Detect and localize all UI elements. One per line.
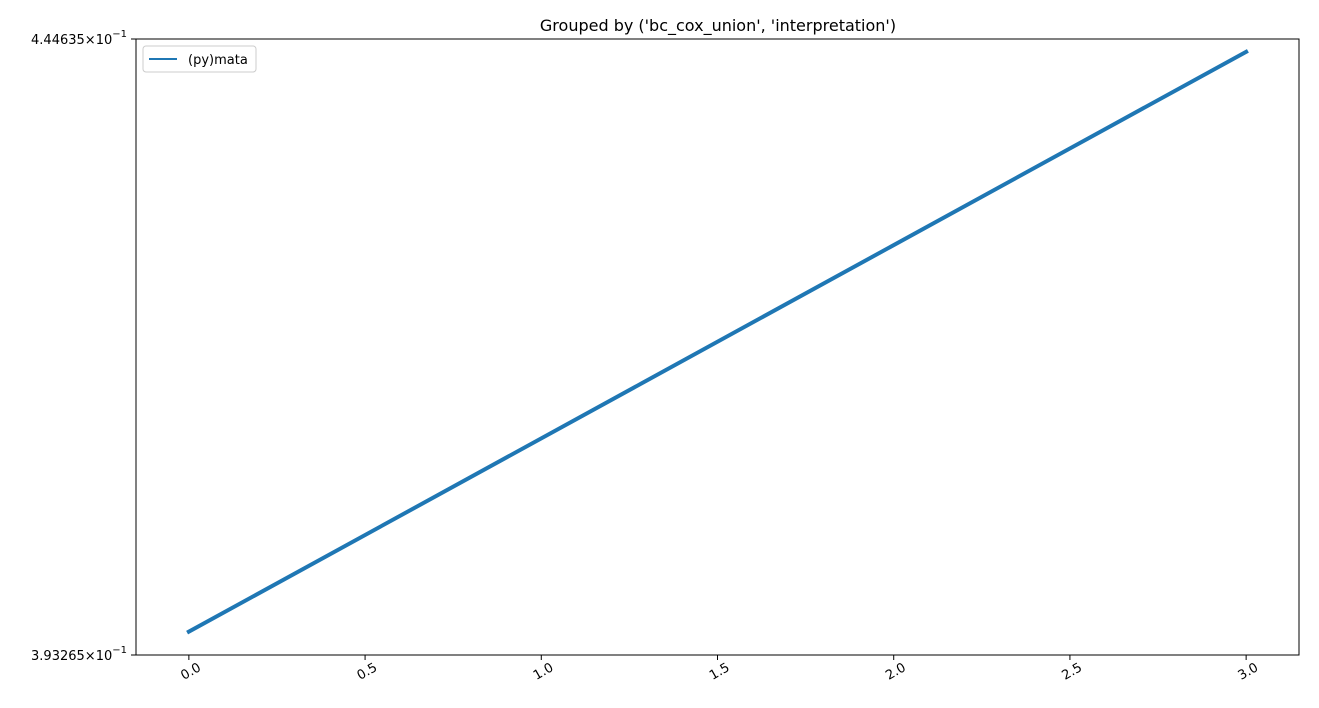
legend-label: (py)mata [188, 53, 248, 68]
y-tick-label: 3.93265×10−1 [31, 645, 127, 664]
y-tick-label: 4.44635×10−1 [31, 29, 127, 48]
legend-box [142, 45, 257, 73]
y-axis: 4.44635×10−1 3.93265×10−1 [31, 29, 136, 664]
legend: (py)mata [142, 45, 257, 73]
chart-title: Grouped by ('bc_cox_union', 'interpretat… [540, 16, 896, 36]
series-line [186, 49, 1249, 635]
